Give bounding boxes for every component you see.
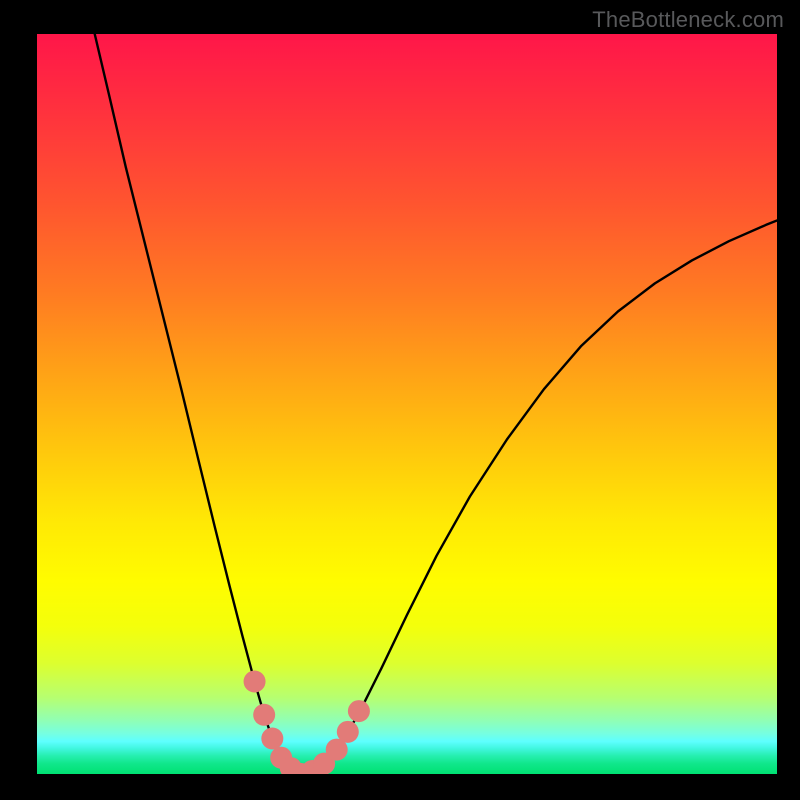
- data-marker: [253, 704, 275, 726]
- plot-area: [37, 34, 777, 774]
- bottleneck-curve: [95, 34, 777, 774]
- data-marker: [348, 700, 370, 722]
- data-marker: [261, 727, 283, 749]
- data-marker: [337, 721, 359, 743]
- figure-canvas: TheBottleneck.com: [0, 0, 800, 800]
- data-marker: [244, 671, 266, 693]
- watermark-text: TheBottleneck.com: [592, 7, 784, 33]
- curve-layer: [37, 34, 777, 774]
